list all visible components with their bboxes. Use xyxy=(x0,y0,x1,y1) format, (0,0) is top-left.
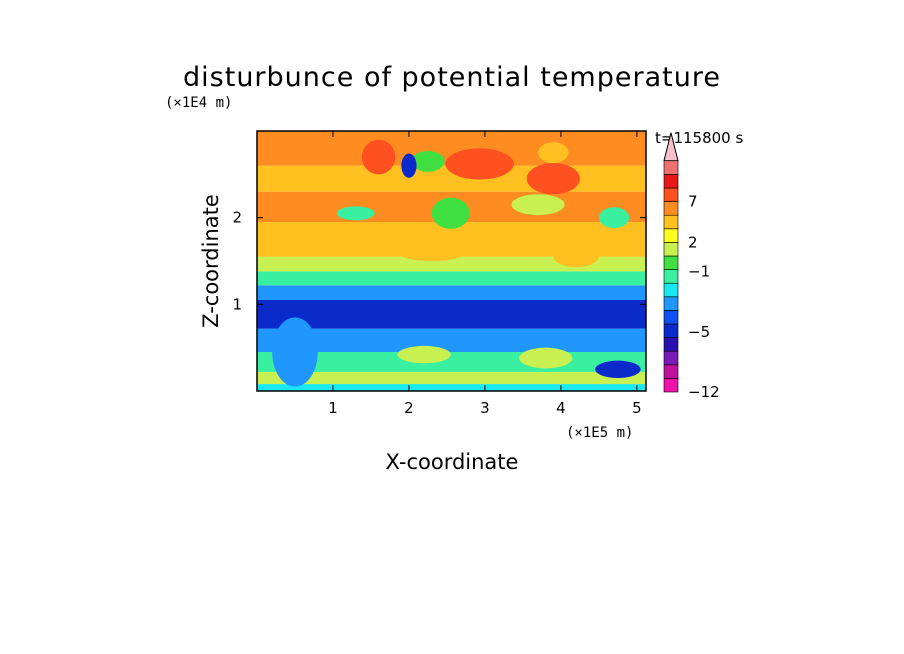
colorbar-swatch xyxy=(663,310,679,325)
plot-frame xyxy=(256,130,647,392)
contour-field xyxy=(257,131,646,391)
colorbar-swatch xyxy=(663,350,679,366)
contour-band xyxy=(257,285,646,300)
contour-band xyxy=(257,256,646,272)
contour-cell xyxy=(511,194,565,216)
contour-cell xyxy=(595,360,641,379)
colorbar-tick-label: −5 xyxy=(688,323,710,341)
x-unit-label: (×1E5 m) xyxy=(566,425,633,441)
contour-cell xyxy=(272,317,318,387)
contour-band xyxy=(257,371,646,385)
colorbar-swatch xyxy=(663,160,679,175)
y-axis-label: Z-coordinate xyxy=(199,194,223,328)
contour-cell xyxy=(401,153,417,178)
colorbar-swatch xyxy=(663,214,679,230)
contour-band xyxy=(257,271,646,286)
contour-cell xyxy=(397,345,451,364)
contour-cell xyxy=(336,206,375,221)
x-tick-label: 1 xyxy=(328,399,338,417)
colorbar-swatch xyxy=(663,269,679,284)
colorbar-swatch xyxy=(663,323,679,338)
colorbar-swatch xyxy=(663,174,679,189)
contour-cell xyxy=(598,207,630,229)
x-axis-label: X-coordinate xyxy=(386,450,519,474)
x-tick-label: 2 xyxy=(404,399,414,417)
contour-cell xyxy=(526,163,580,195)
contour-cell xyxy=(553,246,599,268)
contour-band xyxy=(257,328,646,352)
colorbar-swatch xyxy=(663,255,679,270)
y-tick-label: 2 xyxy=(232,209,242,227)
contour-cell xyxy=(397,243,466,261)
x-axis: 1 2 3 4 5 xyxy=(328,131,642,417)
x-tick-label: 5 xyxy=(632,399,642,417)
colorbar-swatch xyxy=(663,296,679,311)
contour-band xyxy=(257,300,646,329)
contour-cell xyxy=(431,197,470,229)
colorbar-tick-label: 2 xyxy=(688,233,698,251)
contour-cell xyxy=(519,347,573,369)
contour-cell xyxy=(361,139,396,175)
colorbar-tick-label: −12 xyxy=(688,383,720,401)
colorbar-swatch xyxy=(663,337,679,352)
colorbar-swatch xyxy=(663,187,679,202)
contour-cell xyxy=(538,142,569,164)
time-label: t=115800 s xyxy=(655,129,743,147)
colorbar-swatch xyxy=(663,242,679,257)
colorbar: 7 2 −1 −5 −12 xyxy=(663,132,720,401)
colorbar-swatch xyxy=(663,378,679,393)
y-axis: 12 xyxy=(232,209,646,313)
colorbar-tick-label: 7 xyxy=(688,193,698,211)
contour-cell xyxy=(411,150,445,172)
colorbar-tick-label: −1 xyxy=(688,263,710,281)
chart-title: disturbunce of potential temperature xyxy=(183,62,721,93)
y-tick-label: 1 xyxy=(232,295,242,313)
y-unit-label: (×1E4 m) xyxy=(165,95,232,111)
colorbar-swatch xyxy=(663,364,679,379)
colorbar-swatch xyxy=(663,228,679,243)
colorbar-swatch xyxy=(663,201,679,216)
colorbar-swatch xyxy=(663,282,679,298)
contour-band xyxy=(257,384,646,391)
contour-cell xyxy=(445,148,514,180)
x-tick-label: 3 xyxy=(480,399,490,417)
x-tick-label: 4 xyxy=(556,399,566,417)
